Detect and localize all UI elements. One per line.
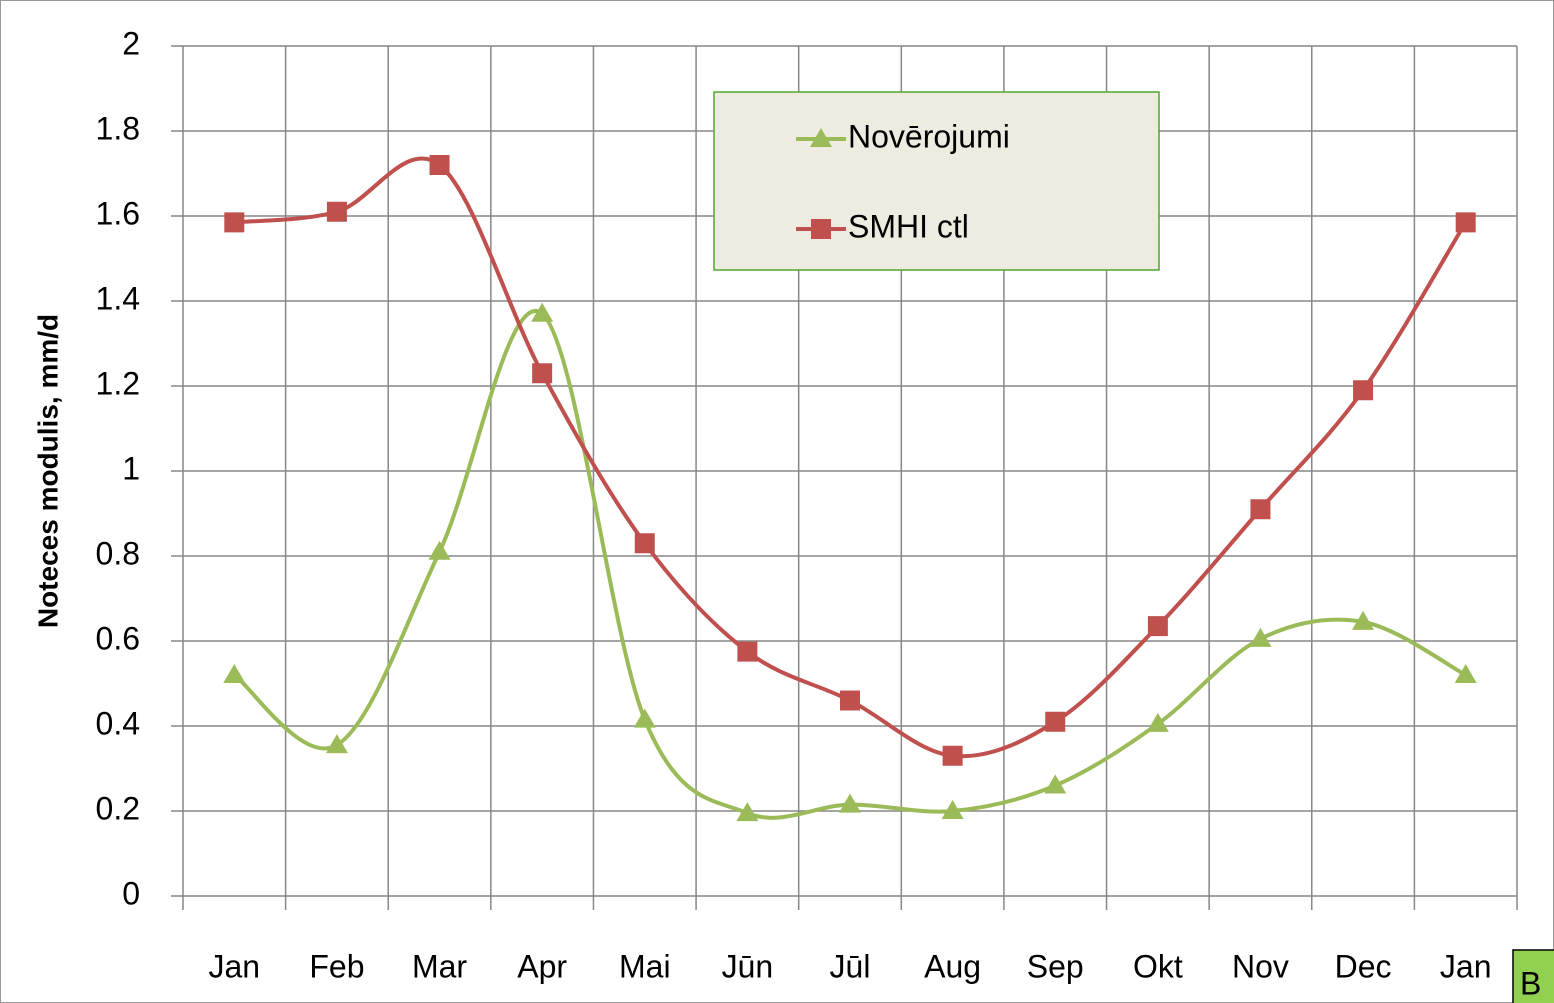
point: [326, 201, 347, 222]
point: [1352, 610, 1375, 630]
legend-marker: [811, 219, 831, 239]
point: [1044, 774, 1067, 794]
y-tick-label: 1: [122, 450, 140, 486]
x-tick-label: Okt: [1133, 948, 1183, 984]
x-tick-label: Feb: [309, 948, 364, 984]
x-tick-label: Apr: [517, 948, 567, 984]
point: [737, 641, 758, 662]
point: [941, 800, 964, 819]
point: [942, 745, 963, 766]
point: [1147, 616, 1168, 637]
point: [428, 540, 451, 560]
x-tick-label: Aug: [924, 948, 981, 984]
point: [1045, 711, 1066, 732]
x-tick-label: Dec: [1335, 948, 1392, 984]
y-tick-label: 0.6: [96, 620, 140, 656]
point: [531, 302, 554, 322]
y-tick-label: 1.6: [96, 195, 140, 231]
point: [1250, 499, 1271, 520]
point: [1353, 380, 1374, 401]
point: [1454, 664, 1477, 683]
point: [633, 708, 656, 728]
y-tick-label: 2: [122, 25, 140, 61]
point: [1249, 627, 1272, 647]
legend-label: Novērojumi: [848, 118, 1010, 154]
point: [1146, 712, 1169, 732]
y-tick-label: 0: [122, 875, 140, 911]
point: [1455, 212, 1476, 233]
x-tick-label: Sep: [1027, 948, 1084, 984]
x-tick-label: Jan: [1440, 948, 1492, 984]
y-tick-label: 1.2: [96, 365, 140, 401]
x-tick-label: Jan: [209, 948, 261, 984]
point: [224, 212, 245, 233]
y-axis-label: Noteces modulis, mm/d: [32, 314, 63, 628]
point: [839, 793, 861, 813]
point: [223, 664, 246, 683]
x-tick-label: Nov: [1232, 948, 1289, 984]
legend-box: [713, 91, 1160, 271]
point: [736, 802, 759, 822]
x-tick-label: Jūn: [722, 948, 774, 984]
corner-box: [1512, 949, 1554, 1003]
point: [325, 734, 348, 754]
x-tick-label: Mai: [619, 948, 671, 984]
y-tick-label: 1.4: [96, 280, 140, 316]
y-tick-label: 1.8: [96, 110, 140, 146]
x-tick-label: Mar: [412, 948, 467, 984]
y-tick-label: 0.4: [96, 705, 140, 741]
x-tick-label: Jūl: [830, 948, 871, 984]
legend-label: SMHI ctl: [848, 208, 969, 244]
y-tick-label: 0.2: [96, 790, 140, 826]
legend-marker: [810, 128, 832, 147]
point: [634, 533, 655, 554]
point: [532, 363, 553, 384]
point: [429, 155, 450, 175]
point: [840, 690, 860, 711]
y-tick-label: 0.8: [96, 535, 140, 571]
corner-label: B: [1520, 965, 1541, 1001]
